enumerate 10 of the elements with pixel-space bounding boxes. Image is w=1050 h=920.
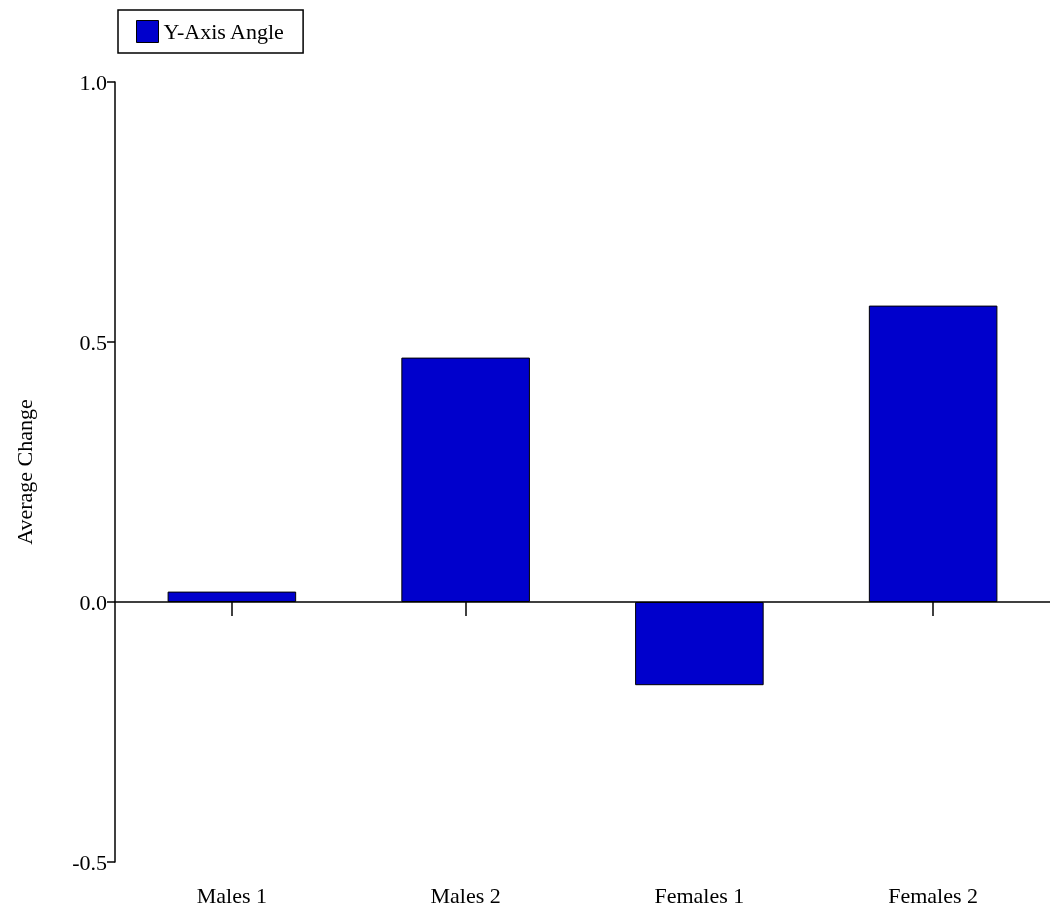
- y-tick-label: 0.0: [79, 589, 107, 615]
- y-tick-label: -0.5: [72, 849, 107, 875]
- y-axis-title: Average Change: [11, 399, 37, 545]
- y-tick-label: 0.5: [79, 329, 107, 355]
- x-tick-label: Females 1: [654, 882, 745, 908]
- y-tick-label: 1.0: [79, 69, 107, 95]
- x-tick-label: Males 2: [430, 882, 501, 908]
- x-tick-label: Males 1: [196, 882, 268, 908]
- x-tick-label: Females 2: [888, 882, 979, 908]
- legend-label: Y-Axis Angle: [163, 19, 284, 44]
